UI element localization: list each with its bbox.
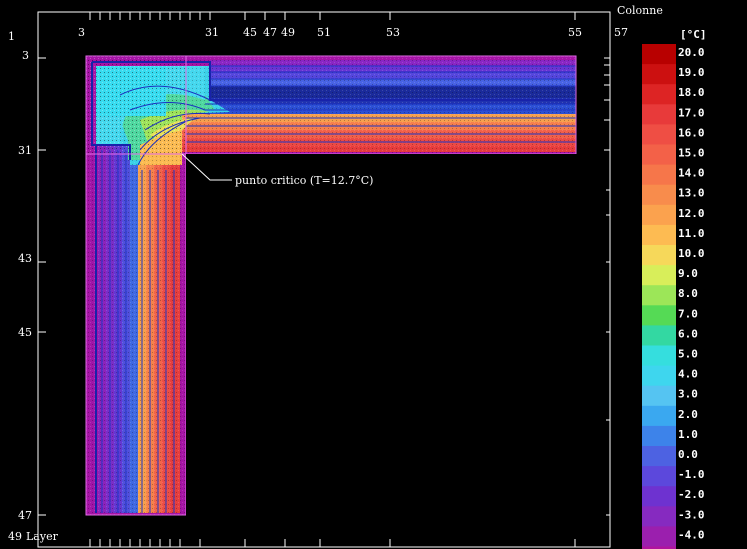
top-tick-49: 49 — [281, 26, 295, 39]
legend-swatch — [642, 184, 676, 206]
legend-value-label: -2.0 — [678, 488, 705, 501]
legend-swatch — [642, 385, 676, 407]
top-tick-53: 53 — [386, 26, 400, 39]
legend-swatch — [642, 506, 676, 527]
top-tick-45: 45 — [243, 26, 257, 39]
legend-swatch — [642, 204, 676, 226]
top-tick-57: 57 — [614, 26, 628, 39]
legend-value-label: 15.0 — [678, 147, 705, 160]
left-tick-45: 45 — [18, 326, 32, 339]
top-tick-55: 55 — [568, 26, 582, 39]
left-tick-3: 3 — [22, 49, 29, 62]
legend-value-label: 6.0 — [678, 327, 698, 340]
legend-swatch — [642, 164, 676, 186]
legend-value-label: -1.0 — [678, 468, 705, 481]
legend-value-label: 8.0 — [678, 287, 698, 300]
left-tick-marks — [38, 57, 46, 516]
top-tick-marks — [89, 12, 576, 20]
thermal-field — [85, 55, 606, 539]
legend-value-label: 18.0 — [678, 86, 705, 99]
legend-value-label: 3.0 — [678, 388, 698, 401]
legend-unit-label: [°C] — [680, 28, 707, 41]
top-tick-51: 51 — [317, 26, 331, 39]
columns-axis-label: Colonne — [617, 4, 663, 17]
legend-swatch — [642, 64, 676, 85]
legend-value-label: 14.0 — [678, 167, 705, 180]
legend-swatch — [642, 325, 676, 346]
legend-value-label: -4.0 — [678, 528, 705, 541]
top-tick-47: 47 — [263, 26, 277, 39]
left-tick-47: 47 — [18, 509, 32, 522]
legend-swatch — [642, 466, 676, 487]
legend-value-label: -3.0 — [678, 508, 705, 521]
legend-swatch — [642, 224, 676, 246]
legend-swatch — [642, 305, 676, 326]
legend-swatch — [642, 124, 676, 145]
legend-swatch — [642, 265, 676, 286]
legend-value-label: 17.0 — [678, 106, 705, 119]
left-tick-43: 43 — [18, 252, 32, 265]
legend-value-label: 2.0 — [678, 408, 698, 421]
critical-point-annotation: punto critico (T=12.7°C) — [181, 153, 373, 187]
legend-swatch — [642, 84, 676, 105]
legend-swatch — [642, 285, 676, 306]
left-tick-1: 1 — [8, 30, 15, 43]
top-tick-3: 3 — [78, 26, 85, 39]
legend-swatch — [642, 365, 676, 387]
plot-frame — [37, 11, 611, 548]
legend-swatch — [642, 345, 676, 367]
legend-swatch — [642, 425, 676, 447]
legend-value-label: 1.0 — [678, 428, 698, 441]
layer-axis-label: Layer — [26, 530, 59, 543]
legend-swatch — [642, 245, 676, 266]
legend-value-label: 13.0 — [678, 187, 705, 200]
top-tick-31: 31 — [205, 26, 219, 39]
left-tick-49: 49 — [8, 530, 22, 543]
legend-value-label: 9.0 — [678, 267, 698, 280]
legend-value-label: 19.0 — [678, 66, 705, 79]
legend-value-label: 7.0 — [678, 307, 698, 320]
legend-swatch — [642, 104, 676, 125]
legend-value-label: 11.0 — [678, 227, 705, 240]
legend-swatch — [642, 526, 676, 547]
legend-swatch — [642, 44, 676, 65]
critical-point-label: punto critico (T=12.7°C) — [235, 174, 373, 187]
legend-swatch — [642, 446, 676, 467]
legend-value-label: 10.0 — [678, 247, 705, 260]
temperature-legend: 20.0 19.0 18.0 17.0 16.0 15.0 14.0 13.0 12.0 11.0… — [642, 44, 705, 549]
legend-value-label: 12.0 — [678, 207, 705, 220]
legend-value-label: 20.0 — [678, 46, 705, 59]
legend-value-label: 0.0 — [678, 448, 698, 461]
bottom-tick-marks — [89, 539, 576, 547]
legend-value-label: 5.0 — [678, 348, 698, 361]
legend-value-label: 4.0 — [678, 368, 698, 381]
legend-swatch — [642, 546, 676, 549]
legend-swatch — [642, 486, 676, 507]
legend-swatch — [642, 144, 676, 166]
left-tick-31: 31 — [18, 144, 32, 157]
legend-swatch — [642, 405, 676, 427]
legend-value-label: 16.0 — [678, 126, 705, 139]
